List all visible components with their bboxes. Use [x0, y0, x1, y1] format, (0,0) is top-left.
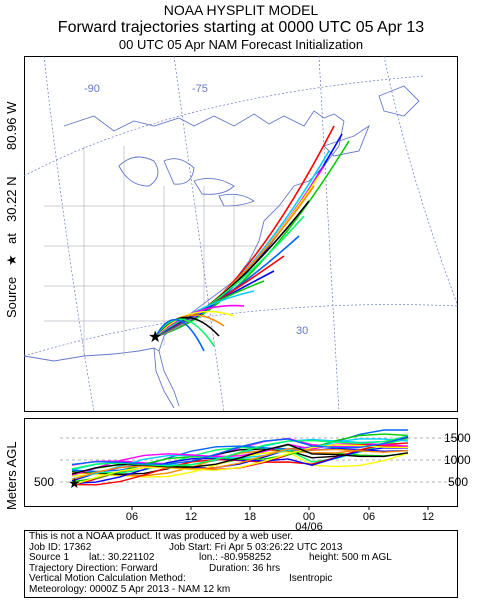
duration: Duration: 36 hrs	[209, 562, 281, 574]
time-label: 06	[126, 511, 138, 523]
source-lon: 80.96 W	[4, 101, 19, 150]
model-title: NOAA HYSPLIT MODEL	[163, 2, 319, 18]
source-star-marker: ★	[148, 327, 162, 346]
source-star-icon: ★	[4, 254, 19, 266]
meteorology: Meteorology: 0000Z 5 Apr 2013 - NAM 12 k…	[29, 583, 231, 595]
disclaimer-text: This is not a NOAA product. It was produ…	[29, 531, 294, 542]
time-axis: 06 12 18 00 06 12 04/06	[126, 511, 434, 530]
map-frame	[24, 56, 458, 412]
height-gridlines	[60, 437, 457, 483]
time-label: 18	[244, 511, 256, 523]
state-borders	[44, 146, 284, 356]
profile-source-star: ★	[68, 476, 81, 492]
time-ticks	[131, 506, 429, 510]
profile-lines	[71, 429, 409, 487]
job-id: Job ID: 17362	[29, 541, 92, 553]
height-label-1500: 1500	[444, 431, 471, 445]
start-height-label: 500	[34, 475, 54, 489]
profile-line	[71, 444, 409, 486]
meters-agl-label: Meters AGL	[4, 441, 19, 510]
trajectory-line	[155, 140, 350, 337]
height-label-500: 500	[448, 475, 468, 489]
trajectory-lines	[155, 125, 350, 352]
trajectory-line	[155, 318, 215, 347]
forecast-subtitle: 00 UTC 05 Apr NAM Forecast Initializatio…	[118, 37, 364, 52]
lat-label-30: 30	[296, 325, 308, 337]
profile-line	[71, 433, 409, 483]
profile-line	[71, 435, 409, 466]
trajectory-line	[155, 318, 205, 352]
trajectory-map: -90 -75 30 ★	[24, 56, 458, 412]
date-label: 04/06	[295, 521, 323, 530]
source-number: Source 1	[29, 552, 70, 564]
lon-label-90: -90	[84, 83, 100, 95]
lon-label-75: -75	[192, 83, 208, 95]
info-lon: lon.: -80.958252	[199, 552, 272, 564]
graticule	[24, 56, 458, 412]
source-label: Source	[4, 277, 19, 318]
time-label: 12	[422, 511, 434, 523]
job-start: Job Start: Fri Apr 5 03:26:22 UTC 2013	[169, 541, 343, 553]
info-height: height: 500 m AGL	[309, 552, 392, 564]
vertical-method: Isentropic	[289, 573, 333, 585]
trajectory-title: Forward trajectories starting at 0000 UT…	[57, 19, 425, 36]
time-label: 06	[363, 511, 375, 523]
time-label: 00	[303, 511, 315, 523]
coastlines	[24, 85, 420, 409]
title-block: NOAA HYSPLIT MODEL Forward trajectories …	[0, 0, 482, 53]
vertical-method-label: Vertical Motion Calculation Method:	[29, 573, 186, 585]
info-lat: lat.: 30.221102	[89, 552, 155, 564]
height-label-1000: 1000	[444, 453, 471, 467]
at-label: at	[4, 233, 19, 244]
source-lat: 30.22 N	[4, 176, 19, 222]
trajectory-direction: Trajectory Direction: Forward	[29, 562, 158, 574]
job-info-box: This is not a NOAA product. It was produ…	[24, 530, 458, 598]
time-label: 12	[185, 511, 197, 523]
source-side-label: Source ★ at 30.22 N 80.96 W	[4, 101, 19, 318]
profile-line	[71, 447, 409, 481]
vertical-profile: Meters AGL ★ 1500 1000 500 500 06 12 18 …	[4, 418, 471, 530]
profile-line	[71, 443, 409, 475]
